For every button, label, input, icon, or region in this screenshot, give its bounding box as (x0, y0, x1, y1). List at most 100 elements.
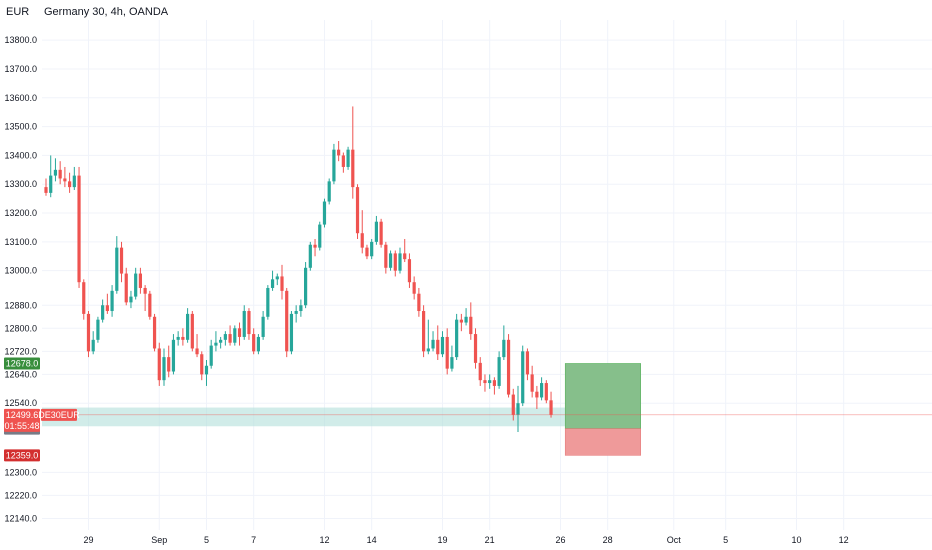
x-tick-label-11: 5 (723, 535, 728, 545)
candle-body-77 (407, 259, 412, 283)
candle-body-94 (488, 380, 492, 384)
candle-body-5 (68, 181, 72, 188)
candle-body-12 (101, 305, 105, 320)
candle-body-48 (270, 279, 275, 288)
candle-body-54 (299, 305, 303, 312)
candle-body-82 (431, 339, 435, 349)
candle-body-50 (280, 276, 284, 291)
grid-lines (42, 20, 932, 530)
y-tick-label-4: 13400.0 (4, 150, 37, 160)
candle-body-1 (49, 175, 53, 193)
y-tick-label-13: 12540.0 (4, 398, 37, 408)
y-tick-label-5: 13300.0 (4, 179, 37, 189)
candle-body-49 (275, 276, 279, 280)
candle-body-19 (134, 273, 138, 297)
candle-body-107 (549, 400, 553, 415)
candle-body-8 (82, 282, 86, 314)
candle-body-62 (337, 149, 341, 156)
candle-body-6 (72, 175, 76, 188)
candle-body-25 (162, 357, 166, 381)
candle-body-4 (63, 178, 67, 182)
countdown-label: 01:55:48 (4, 421, 39, 431)
candle-body-31 (190, 313, 194, 349)
y-tick-label-2: 13600.0 (4, 93, 37, 103)
candle-body-66 (355, 187, 360, 234)
candle-body-17 (124, 273, 128, 303)
candle-body-20 (138, 273, 142, 288)
candle-body-73 (388, 253, 393, 268)
y-tick-label-8: 13000.0 (4, 266, 37, 276)
candle-body-104 (535, 391, 539, 398)
candle-body-13 (105, 305, 109, 312)
x-tick-label-0: 29 (83, 535, 93, 545)
candle-body-101 (521, 351, 525, 404)
y-tick-label-11: 12720.0 (4, 346, 37, 356)
candle-body-95 (492, 380, 496, 386)
y-tick-label-1: 13700.0 (4, 64, 37, 74)
x-tick-label-4: 12 (319, 535, 329, 545)
candle-body-93 (483, 380, 487, 384)
position-loss-zone[interactable] (564, 428, 641, 456)
candle-body-100 (516, 403, 520, 415)
candle-body-84 (440, 336, 445, 355)
candlestick-series (44, 106, 553, 433)
candle-body-15 (115, 247, 119, 291)
position-profit-zone[interactable] (564, 363, 641, 429)
candle-body-38 (223, 334, 227, 340)
y-tick-label-0: 13800.0 (4, 35, 37, 45)
x-tick-label-9: 28 (603, 535, 613, 545)
candle-body-51 (285, 290, 289, 352)
candle-body-89 (464, 316, 468, 323)
candle-body-47 (266, 287, 270, 317)
candle-body-56 (308, 244, 312, 268)
candle-body-58 (318, 224, 322, 248)
candle-body-97 (502, 339, 506, 358)
candle-body-37 (219, 339, 223, 343)
candle-body-28 (176, 336, 180, 340)
candle-body-65 (351, 149, 355, 188)
candle-body-103 (530, 374, 534, 392)
candle-body-105 (540, 383, 544, 398)
candle-body-55 (304, 267, 308, 306)
candle-body-96 (497, 357, 501, 386)
symbol-tag-label: DE30EUR (38, 410, 80, 420)
y-tick-label-7: 13100.0 (4, 237, 37, 247)
candle-body-33 (200, 354, 204, 375)
candle-body-2 (53, 169, 58, 176)
candle-body-99 (511, 394, 515, 415)
candle-body-63 (341, 155, 345, 167)
candle-body-29 (181, 336, 185, 340)
y-tick-label-9: 12880.0 (4, 300, 37, 310)
x-tick-label-3: 7 (251, 535, 256, 545)
candle-body-40 (233, 328, 237, 343)
candle-body-78 (412, 282, 416, 294)
candle-body-69 (370, 241, 374, 257)
support-zone-band (42, 407, 566, 427)
candle-body-22 (148, 293, 152, 317)
candle-body-41 (237, 328, 242, 337)
candle-body-92 (478, 362, 482, 381)
candle-body-87 (455, 319, 459, 358)
candle-body-74 (393, 253, 397, 271)
x-tick-label-5: 14 (367, 535, 377, 545)
candle-body-35 (209, 345, 213, 366)
stop-price-tag-label: 12359.0 (6, 450, 39, 460)
candle-body-80 (422, 311, 426, 352)
candle-body-83 (436, 339, 440, 355)
candle-body-68 (365, 247, 369, 257)
candle-body-71 (379, 221, 383, 245)
candle-body-102 (525, 351, 530, 375)
y-tick-label-15: 12220.0 (4, 490, 37, 500)
candle-body-26 (167, 357, 171, 372)
x-tick-label-7: 21 (485, 535, 495, 545)
last-price-label: 12499.6 (6, 410, 39, 420)
symbol-tag-bg (41, 408, 77, 421)
candle-body-86 (450, 357, 454, 369)
candle-body-21 (143, 287, 147, 294)
x-tick-label-2: 5 (204, 535, 209, 545)
candle-body-85 (445, 336, 449, 369)
target-price-tag-bg (4, 357, 40, 370)
candle-body-59 (322, 201, 327, 225)
x-tick-label-12: 10 (791, 535, 801, 545)
